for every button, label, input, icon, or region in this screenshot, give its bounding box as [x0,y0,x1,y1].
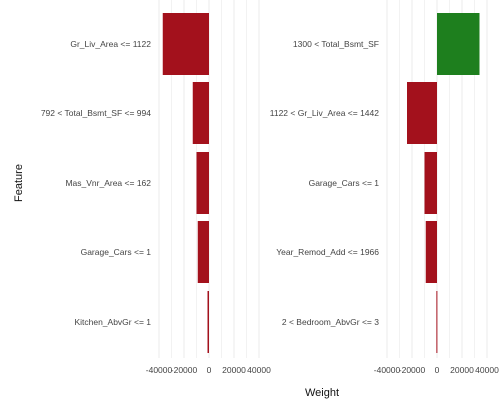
x-tick-label: -20000 [171,365,198,375]
bar [436,291,438,353]
feature-label: Gr_Liv_Area <= 1122 [70,39,151,49]
bar [162,13,209,75]
feature-label: 1122 < Gr_Liv_Area <= 1442 [270,108,380,118]
feature-label: Garage_Cars <= 1 [309,178,380,188]
bar [197,221,209,283]
feature-label: Kitchen_AbvGr <= 1 [74,317,151,327]
bar [407,82,437,144]
x-tick-label: 40000 [475,365,499,375]
bar [424,152,437,214]
x-tick-label: -20000 [399,365,426,375]
bar [437,13,480,75]
bar [425,221,437,283]
x-tick-label: 40000 [247,365,271,375]
x-tick-label: 20000 [222,365,246,375]
x-tick-label: -40000 [374,365,401,375]
bar [192,82,209,144]
x-tick-label: -40000 [146,365,173,375]
feature-label: 1300 < Total_Bsmt_SF [293,39,379,49]
feature-label: Year_Remod_Add <= 1966 [276,247,379,257]
feature-label: Mas_Vnr_Area <= 162 [65,178,151,188]
feature-label: 792 < Total_Bsmt_SF <= 994 [41,108,151,118]
x-tick-label: 0 [435,365,440,375]
panel-left: Gr_Liv_Area <= 1122 792 < Total_Bsmt_SF <… [41,0,271,375]
feature-label: 2 < Bedroom_AbvGr <= 3 [282,317,379,327]
x-axis-title: Weight [305,387,339,399]
y-axis-title: Feature [13,164,25,202]
bar [207,291,209,353]
bar [196,152,209,214]
panel-right: 1300 < Total_Bsmt_SF 1122 < Gr_Liv_Area <… [270,0,499,375]
x-tick-label: 20000 [450,365,474,375]
x-tick-label: 0 [207,365,212,375]
feature-label: Garage_Cars <= 1 [81,247,152,257]
